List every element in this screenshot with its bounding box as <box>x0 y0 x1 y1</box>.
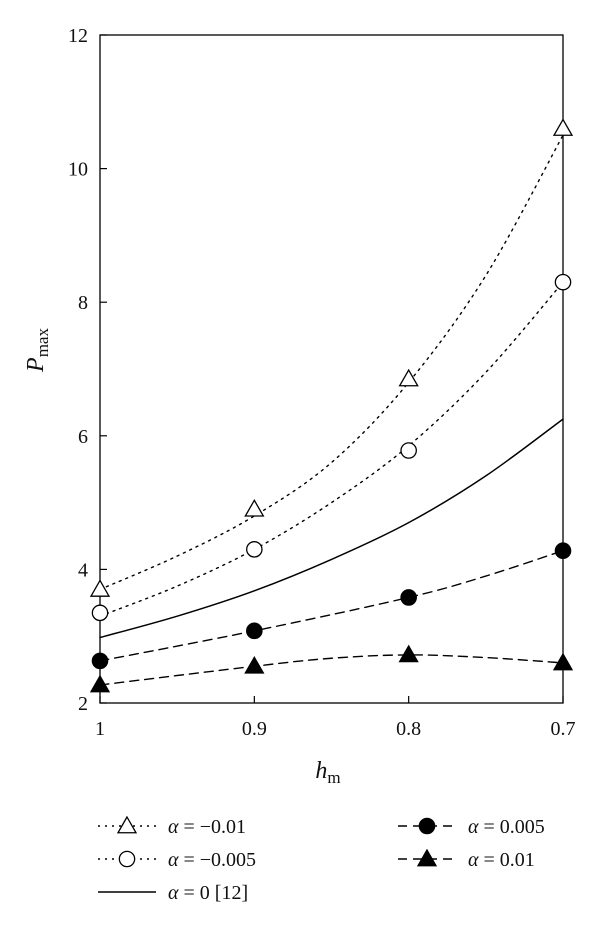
data-point <box>89 674 111 693</box>
legend-value: = 0.005 <box>479 816 545 838</box>
legend-alpha: α <box>468 816 479 838</box>
legend-entry-3: α = 0 [12] <box>98 882 248 904</box>
data-point <box>89 579 111 597</box>
x-axis-label: hm <box>315 758 340 787</box>
data-point <box>91 604 109 622</box>
y-tick-label: 6 <box>78 426 88 448</box>
legend-label: α = −0.01 <box>168 816 246 838</box>
data-point <box>244 498 265 517</box>
legend-value: = 0 [12] <box>179 882 249 904</box>
y-tick-label: 10 <box>68 159 88 181</box>
legend-entry-4: α = 0.005 <box>398 816 545 838</box>
data-point <box>554 273 572 291</box>
series-line <box>99 549 564 662</box>
series-layer <box>89 118 574 693</box>
y-tick-label: 12 <box>68 25 88 47</box>
series-line <box>99 418 564 639</box>
series-line <box>99 134 564 591</box>
legend-marker <box>418 817 436 835</box>
data-point <box>398 644 419 663</box>
x-tick-label: 0.7 <box>551 718 576 740</box>
legend-entry-5: α = 0.01 <box>398 848 535 871</box>
data-point <box>552 652 574 671</box>
series-2 <box>91 273 572 622</box>
series-1 <box>89 118 574 597</box>
legend-value: = 0.01 <box>479 849 535 871</box>
legend-entry-1: α = −0.01 <box>98 815 246 838</box>
data-point <box>400 442 417 459</box>
legend-entry-2: α = −0.005 <box>98 849 256 871</box>
data-point <box>400 589 417 606</box>
y-tick-label: 2 <box>78 693 88 715</box>
plot-frame <box>99 34 564 704</box>
legend-alpha: α <box>468 849 479 871</box>
legend-label: α = 0.01 <box>468 849 535 871</box>
data-point <box>554 542 572 559</box>
x-tick-label: 1 <box>95 718 105 740</box>
axis-labels: Pmax hm <box>23 328 341 787</box>
series-line <box>99 281 564 617</box>
data-point <box>398 368 419 387</box>
series-4 <box>91 542 572 670</box>
legend-alpha: α <box>168 816 179 838</box>
data-point <box>552 118 574 136</box>
legend-label: α = −0.005 <box>168 849 256 871</box>
y-tick-label: 4 <box>78 559 88 581</box>
x-axis-label-main: h <box>315 758 327 784</box>
data-point <box>91 652 109 670</box>
x-axis-label-sub: m <box>327 768 340 787</box>
legend-value: = −0.01 <box>179 816 247 838</box>
y-tick-label: 8 <box>78 292 88 314</box>
data-point <box>246 622 263 640</box>
axes: 1 0.9 0.8 0.7 2 4 6 8 10 12 <box>68 25 576 740</box>
series-3 <box>99 418 564 639</box>
series-line <box>99 654 564 686</box>
legend-marker <box>116 815 138 834</box>
y-axis-label: Pmax <box>23 328 52 373</box>
y-axis-label-main: P <box>23 357 49 373</box>
data-point <box>246 541 263 558</box>
legend-alpha: α <box>168 882 179 904</box>
x-tick-label: 0.9 <box>242 718 267 740</box>
legend-value: = −0.005 <box>179 849 257 871</box>
series-5 <box>89 644 574 693</box>
legend-alpha: α <box>168 849 179 871</box>
legend-label: α = 0 [12] <box>168 882 248 904</box>
x-tick-label: 0.8 <box>396 718 421 740</box>
legend-marker <box>118 850 136 868</box>
legend-marker <box>416 848 438 867</box>
data-point <box>244 655 265 674</box>
legend-label: α = 0.005 <box>468 816 545 838</box>
y-axis-label-sub: max <box>33 328 52 358</box>
